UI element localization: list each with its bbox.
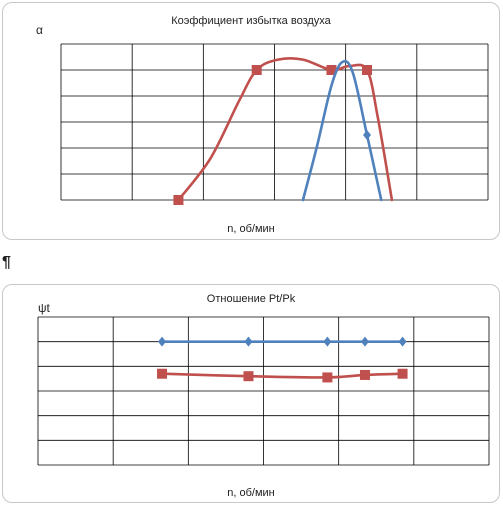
y-axis-label: α [36, 23, 43, 37]
data-point-square [157, 368, 168, 379]
paragraph-mark: ¶ [2, 254, 11, 271]
data-point-diamond [158, 336, 167, 347]
x-axis-label: n, об/мин [227, 223, 275, 235]
data-point-diamond [398, 336, 407, 347]
plot-area [37, 316, 490, 466]
data-point-square [243, 371, 254, 382]
data-point-diamond [244, 336, 253, 347]
gridlines [60, 43, 489, 201]
data-point-diamond [323, 336, 332, 347]
x-axis-label: n, об/мин [227, 487, 275, 499]
y-axis-label: ψt [38, 301, 50, 315]
series-line-blue [301, 59, 383, 202]
chart-title: Коэффициент избытка воздуха [171, 15, 331, 27]
chart-title: Отношение Pt/Pk [206, 293, 296, 305]
gridlines [37, 316, 490, 466]
data-point-square [173, 195, 184, 205]
data-point-square [251, 65, 262, 75]
data-point-diamond [363, 130, 372, 140]
data-point-diamond [360, 336, 369, 347]
pressure-ratio-chart: Отношение Pt/Pk ψt n, об/мин [2, 284, 500, 503]
data-point-square [362, 65, 373, 75]
data-point-square [359, 369, 370, 380]
data-point-square [322, 372, 333, 383]
air-excess-chart: Коэффициент избытка воздуха α n, об/мин [2, 2, 500, 240]
plot-area [60, 43, 489, 205]
data-point-square [397, 368, 408, 379]
data-point-square [326, 65, 337, 75]
series-line-red [177, 57, 394, 202]
